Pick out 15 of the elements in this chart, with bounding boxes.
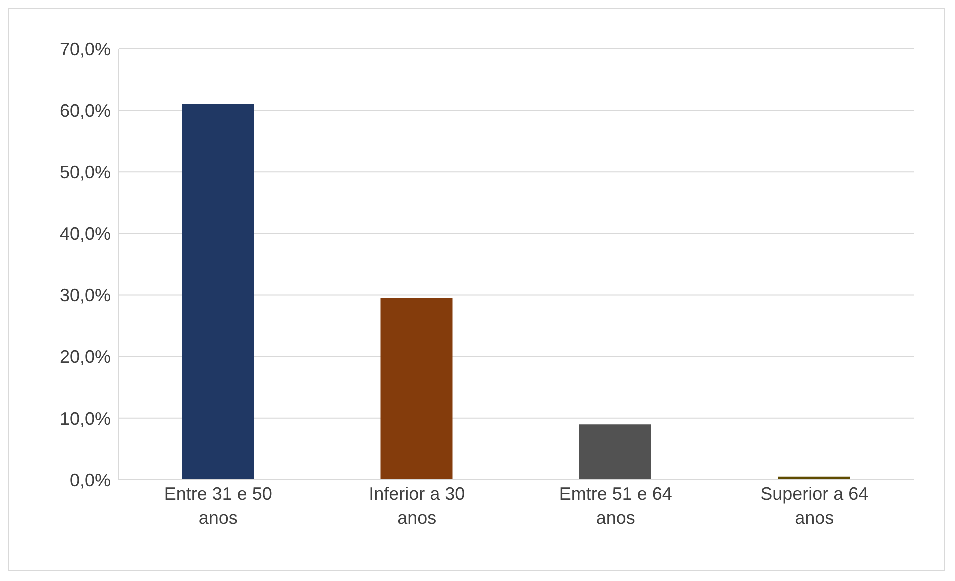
- y-tick-label: 70,0%: [60, 39, 111, 60]
- y-tick-label: 10,0%: [60, 408, 111, 429]
- y-tick-label: 40,0%: [60, 224, 111, 244]
- bar: [380, 298, 453, 480]
- y-tick-label: 0,0%: [70, 470, 111, 490]
- x-tick-label: Emtre 51 e 64 anos: [559, 484, 672, 528]
- y-tick-label: 50,0%: [60, 162, 111, 183]
- x-tick-label: Inferior a 30 anos: [369, 484, 466, 528]
- x-tick-label: Entre 31 e 50 anos: [164, 484, 272, 528]
- bar: [580, 424, 652, 480]
- y-tick-label: 20,0%: [60, 347, 111, 368]
- bar: [182, 104, 254, 480]
- y-tick-label: 60,0%: [60, 100, 111, 121]
- y-tick-label: 30,0%: [60, 286, 111, 306]
- x-tick-label: Superior a 64 anos: [760, 484, 869, 528]
